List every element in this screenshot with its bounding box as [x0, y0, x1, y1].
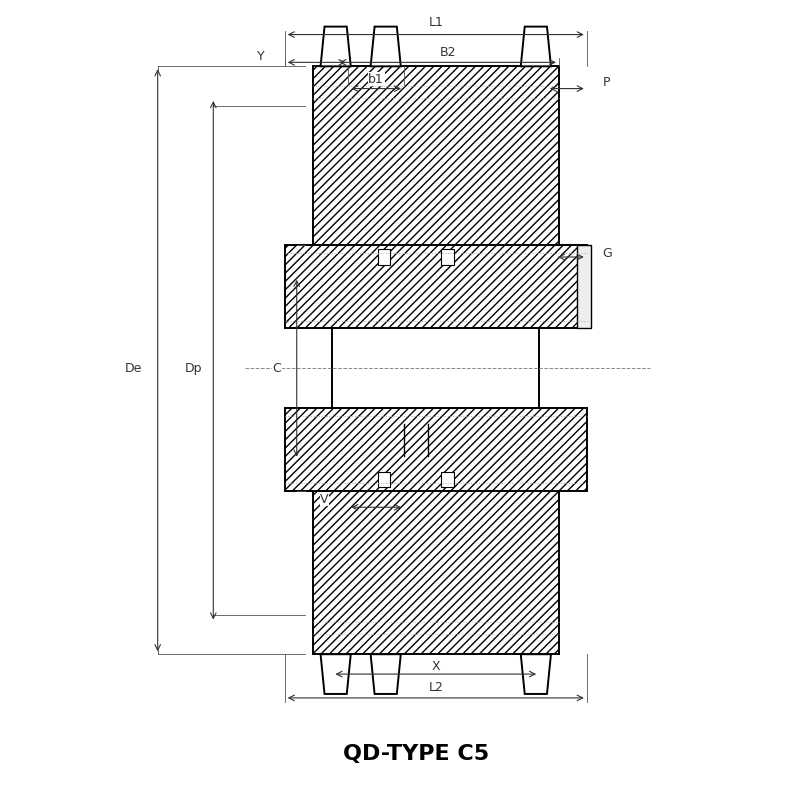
Bar [442, 249, 454, 265]
Text: B2: B2 [439, 46, 456, 58]
Polygon shape [370, 654, 401, 694]
Bar [378, 249, 390, 265]
Bar [378, 471, 390, 487]
Polygon shape [521, 26, 551, 66]
Text: P: P [602, 76, 610, 89]
Text: b1: b1 [368, 73, 384, 86]
Polygon shape [321, 26, 350, 66]
Text: G: G [602, 246, 612, 259]
Bar [313, 459, 559, 654]
Text: De: De [125, 362, 142, 374]
Text: X: X [431, 660, 440, 673]
Bar [333, 329, 539, 408]
Text: Dp: Dp [185, 362, 202, 374]
Bar [577, 245, 590, 329]
Text: QD-TYPE C5: QD-TYPE C5 [343, 743, 489, 763]
Bar [285, 245, 586, 329]
Text: C: C [273, 362, 282, 374]
Text: V: V [320, 493, 329, 506]
Bar [313, 66, 559, 277]
Text: Y: Y [258, 50, 265, 63]
Text: L1: L1 [428, 16, 443, 29]
Polygon shape [321, 654, 350, 694]
Text: L2: L2 [428, 681, 443, 694]
Bar [285, 408, 586, 491]
Bar [442, 471, 454, 487]
Polygon shape [370, 26, 401, 66]
Polygon shape [521, 654, 551, 694]
